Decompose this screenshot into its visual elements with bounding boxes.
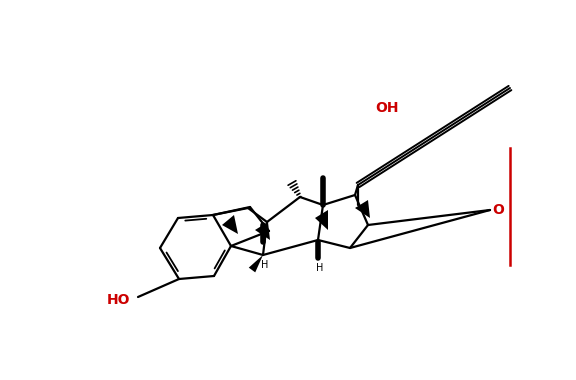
Text: O: O — [492, 203, 504, 217]
Text: HO: HO — [106, 293, 130, 307]
Polygon shape — [255, 222, 270, 240]
Polygon shape — [315, 210, 328, 230]
Text: OH: OH — [375, 101, 399, 115]
Text: H: H — [262, 260, 268, 270]
Polygon shape — [249, 255, 263, 272]
Polygon shape — [222, 215, 238, 234]
Polygon shape — [355, 200, 370, 218]
Text: H: H — [316, 263, 324, 273]
